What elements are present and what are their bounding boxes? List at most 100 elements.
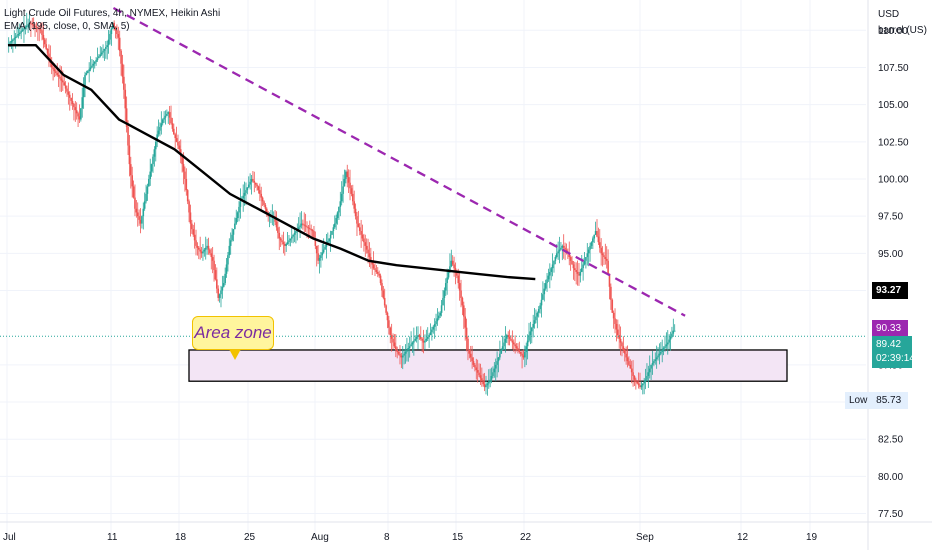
candle-body xyxy=(107,39,110,46)
candle-body xyxy=(177,141,179,146)
candle-body xyxy=(653,361,655,363)
candle-body xyxy=(392,338,394,343)
candle-body xyxy=(278,232,281,239)
candle-body xyxy=(188,201,190,213)
candle-body xyxy=(433,323,436,327)
candle-body xyxy=(98,56,100,59)
x-tick-label: 18 xyxy=(175,532,187,543)
candle-body xyxy=(636,381,639,384)
candle-body xyxy=(317,253,319,261)
candle-body xyxy=(371,260,374,265)
candle-body xyxy=(604,257,607,259)
candle-body xyxy=(628,361,630,365)
candle-body xyxy=(474,364,476,368)
candle-body xyxy=(417,335,419,337)
candle-body xyxy=(506,335,508,339)
candle-body xyxy=(217,288,220,298)
candle-body xyxy=(370,257,372,261)
axis-unit: USD barrel (US) xyxy=(878,7,927,39)
candle-body xyxy=(512,342,515,345)
candle-body xyxy=(322,249,325,253)
candle-body xyxy=(259,190,261,194)
candle-body xyxy=(605,258,608,261)
candle-body xyxy=(141,216,143,224)
candle-body xyxy=(356,216,358,224)
candle-body xyxy=(321,252,324,256)
candle-body xyxy=(419,336,422,339)
indicator-legend[interactable]: EMA (195, close, 0, SMA, 5) xyxy=(4,21,130,32)
candle-body xyxy=(96,58,99,61)
candle-body xyxy=(39,29,42,31)
candle-body xyxy=(386,312,389,321)
candle-body xyxy=(191,223,193,230)
symbol-title[interactable]: Light Crude Oil Futures, 4h, NYMEX, Heik… xyxy=(4,8,221,19)
candle-body xyxy=(103,48,106,51)
candle-body xyxy=(92,63,95,66)
candle-body xyxy=(421,338,423,341)
candle-body xyxy=(13,38,16,40)
unit-label: barrel (US) xyxy=(878,25,927,36)
candle-body xyxy=(349,182,351,189)
candle-body xyxy=(578,273,580,276)
candle-body xyxy=(50,62,53,68)
candle-body xyxy=(171,123,174,129)
candle-body xyxy=(668,339,670,343)
candle-body xyxy=(612,312,615,319)
candle-body xyxy=(24,27,27,29)
candle-body xyxy=(27,24,29,26)
candle-body xyxy=(289,238,292,241)
candle-body xyxy=(619,338,622,343)
candle-body xyxy=(181,156,183,165)
candle-body xyxy=(579,271,582,276)
candle-body xyxy=(130,164,132,176)
area-zone-annotation[interactable]: Area zone xyxy=(192,316,274,360)
candle-body xyxy=(34,25,36,27)
candle-body xyxy=(67,91,70,95)
candle-body xyxy=(507,335,509,337)
x-tick-label: 11 xyxy=(107,532,118,543)
candle-body xyxy=(62,80,64,83)
candle-body xyxy=(113,22,115,27)
ema-195-line xyxy=(8,44,536,281)
candle-body xyxy=(501,346,504,350)
candle-body xyxy=(536,312,539,317)
candle-body xyxy=(56,73,59,75)
candle-body xyxy=(633,376,636,380)
candle-body xyxy=(629,364,632,369)
candle-body xyxy=(106,45,109,48)
candle-body xyxy=(589,245,591,250)
candle-body xyxy=(37,27,39,29)
candle-body xyxy=(265,208,268,213)
candle-body xyxy=(313,231,315,239)
candle-body xyxy=(665,344,668,347)
candle-body xyxy=(73,104,75,108)
x-tick-label: Sep xyxy=(636,532,654,543)
x-axis[interactable]: Jul 11 18 25 Aug 8 15 22 Sep 12 19 xyxy=(3,532,818,543)
candle-body xyxy=(167,112,170,114)
candle-body xyxy=(413,340,415,343)
candle-body xyxy=(132,186,135,198)
candle-body xyxy=(600,247,602,254)
candle-body xyxy=(335,218,337,224)
candle-body xyxy=(363,238,365,243)
candle-body xyxy=(475,367,478,371)
candle-body xyxy=(435,321,437,324)
candle-body xyxy=(91,65,93,68)
candle-body xyxy=(55,71,57,74)
candle-body xyxy=(153,149,156,157)
y-axis[interactable]: 110.00 107.50 105.00 102.50 100.00 97.50 95.00… xyxy=(878,26,909,520)
candle-body xyxy=(52,67,54,70)
candle-body xyxy=(222,283,225,287)
candle-body xyxy=(664,346,666,349)
candle-body xyxy=(41,30,43,35)
candle-body xyxy=(28,22,31,25)
candle-body xyxy=(277,227,279,233)
candle-body xyxy=(654,359,657,362)
candle-body xyxy=(472,361,475,365)
candle-body xyxy=(511,340,514,343)
candle-body xyxy=(617,329,619,336)
candle-body xyxy=(535,316,537,321)
candle-body xyxy=(111,22,114,29)
candle-body xyxy=(453,264,455,269)
candle-body xyxy=(327,241,329,245)
